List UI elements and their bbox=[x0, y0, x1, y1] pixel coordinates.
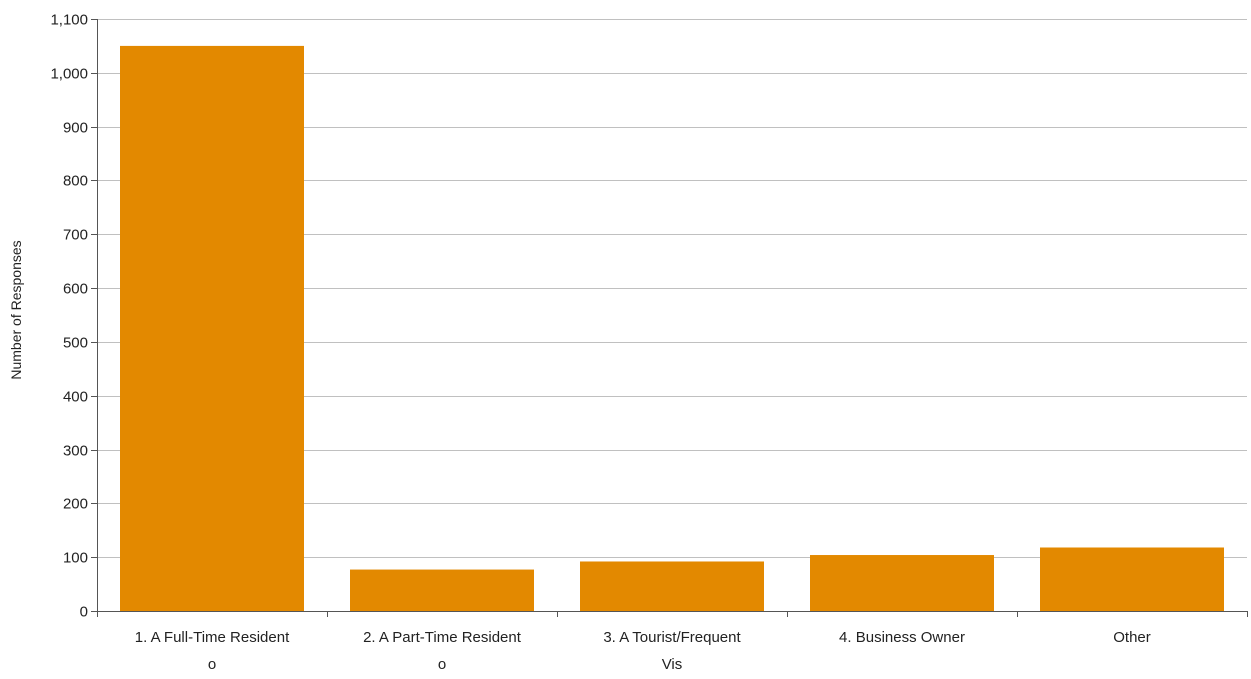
bars bbox=[120, 45, 1224, 611]
y-tick-label: 900 bbox=[63, 120, 88, 137]
y-tick-label: 0 bbox=[80, 604, 88, 621]
y-tick-label: 100 bbox=[63, 550, 88, 567]
axes bbox=[91, 19, 1248, 617]
bar bbox=[350, 569, 534, 611]
x-tick-label: 2. A Part-Time Resident bbox=[363, 629, 522, 646]
x-tick-label: 3. A Tourist/Frequent bbox=[603, 629, 741, 646]
y-tick-label: 1,000 bbox=[50, 66, 88, 83]
y-tick-label: 300 bbox=[63, 443, 88, 460]
y-tick-label: 1,100 bbox=[50, 12, 88, 29]
y-tick-label: 800 bbox=[63, 173, 88, 190]
x-tick-label: o bbox=[208, 656, 216, 673]
x-tick-labels: 1. A Full-Time Resident o 2. A Part-Time R… bbox=[135, 629, 1151, 673]
y-tick-label: 700 bbox=[63, 227, 88, 244]
x-tick-label: Other bbox=[1113, 629, 1151, 646]
bar bbox=[1040, 547, 1224, 611]
y-tick-label: 600 bbox=[63, 281, 88, 298]
bar bbox=[120, 45, 304, 611]
y-axis-title: Number of Responses bbox=[8, 240, 24, 379]
y-tick-label: 500 bbox=[63, 335, 88, 352]
bar bbox=[580, 561, 764, 611]
x-tick-label: 1. A Full-Time Resident bbox=[135, 629, 290, 646]
x-tick-label: Vis bbox=[662, 656, 683, 673]
bar bbox=[810, 555, 994, 611]
y-tick-labels: 0 100 200 300 400 500 600 700 800 900 1,000 1,100 bbox=[50, 12, 88, 621]
x-tick-label: o bbox=[438, 656, 446, 673]
y-tick-label: 200 bbox=[63, 496, 88, 513]
x-tick-label: 4. Business Owner bbox=[839, 629, 965, 646]
y-tick-label: 400 bbox=[63, 389, 88, 406]
